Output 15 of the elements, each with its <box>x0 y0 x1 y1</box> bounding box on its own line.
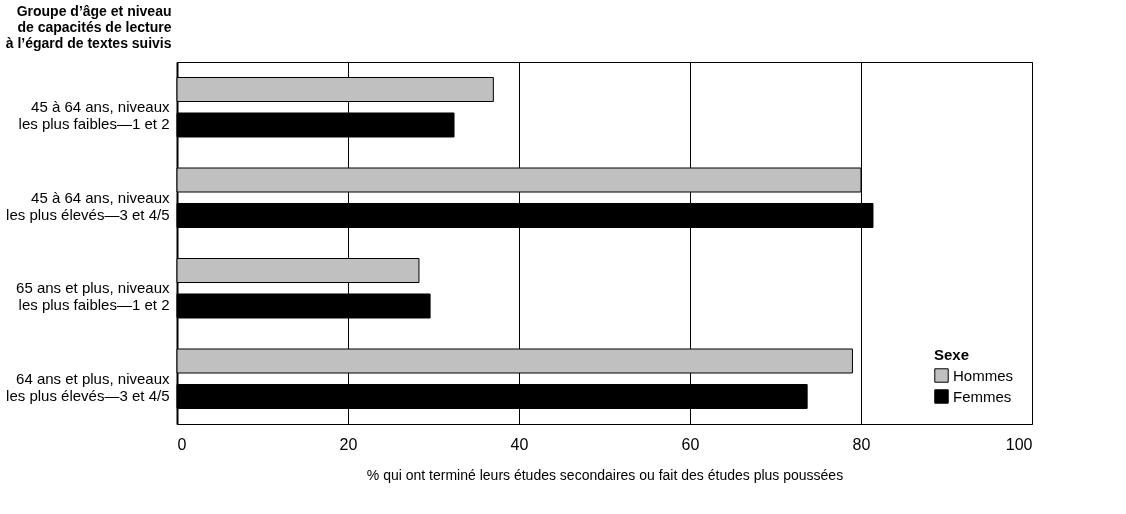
x-tick-label: 100 <box>1005 435 1033 453</box>
x-tick-label: 60 <box>681 435 700 453</box>
x-tick-label: 40 <box>510 435 529 453</box>
x-tick-label: 0 <box>177 435 187 453</box>
y-tick-label: 65 ans et plus, niveaux les plus faibles—1 et 2 <box>16 279 170 314</box>
y-tick-label: 64 ans et plus, niveaux les plus élevés—3 et 4/5 <box>6 369 170 404</box>
y-tick-label: 45 à 64 ans, niveaux les plus faibles—1 et 2 <box>18 98 170 133</box>
x-tick-label: 80 <box>852 435 871 453</box>
legend-title: Sexe <box>934 346 970 363</box>
legend-label: Femmes <box>953 387 1012 405</box>
legend-label: Hommes <box>953 366 1014 384</box>
y-axis-title: Groupe d’âge et niveau de capacités de lecture à l’égard de textes suivis <box>5 2 172 51</box>
x-tick-label: 20 <box>339 435 358 453</box>
y-tick-label: 45 à 64 ans, niveaux les plus élevés—3 et 4/5 <box>6 188 170 223</box>
x-axis-title: % qui ont terminé leurs études secondaires ou fait des études plus poussées <box>366 466 844 483</box>
